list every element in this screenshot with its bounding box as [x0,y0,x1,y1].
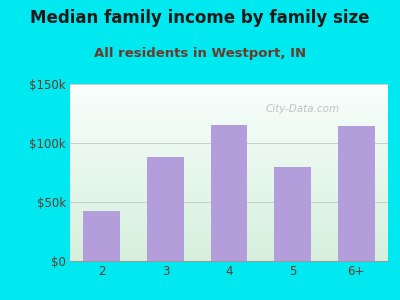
Text: Median family income by family size: Median family income by family size [30,9,370,27]
Bar [274,167,311,261]
Bar [147,157,184,261]
Text: City-Data.com: City-Data.com [265,104,339,114]
Text: All residents in Westport, IN: All residents in Westport, IN [94,46,306,59]
Bar [338,127,375,261]
Bar [210,125,248,261]
Bar [83,212,120,261]
